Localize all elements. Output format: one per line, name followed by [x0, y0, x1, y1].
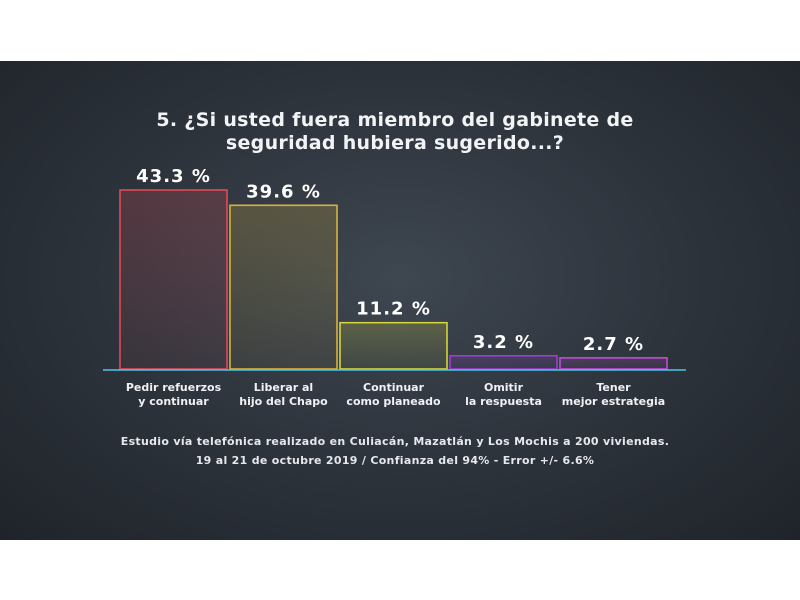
category-label-4-line-2: la respuesta — [465, 395, 542, 408]
value-label-2: 39.6 % — [246, 181, 321, 202]
category-label-3-line-2: como planeado — [346, 395, 441, 408]
chart-title: 5. ¿Si usted fuera miembro del gabinete … — [0, 109, 790, 155]
value-label-3: 11.2 % — [356, 299, 431, 320]
footer-date-confidence: 19 al 21 de octubre 2019 / Confianza del… — [195, 454, 595, 467]
category-label-3-line-1: Continuar — [363, 381, 425, 394]
chart-title-line-1: 5. ¿Si usted fuera miembro del gabinete … — [156, 109, 634, 131]
footer-study-note: Estudio vía telefónica realizado en Culi… — [120, 435, 670, 448]
bar-4 — [449, 354, 558, 370]
value-label-1: 43.3 % — [136, 166, 211, 187]
category-label-1-line-2: y continuar — [138, 395, 209, 408]
bar-3 — [339, 321, 448, 370]
category-label-5-line-1: Tener — [596, 381, 631, 394]
chart-panel: 5. ¿Si usted fuera miembro del gabinete … — [0, 61, 800, 540]
chart-title-line-2: seguridad hubiera sugerido...? — [225, 132, 565, 154]
bar-1 — [119, 189, 228, 370]
category-label-2-line-1: Liberar al — [254, 381, 313, 394]
category-label-5-line-2: mejor estrategia — [562, 395, 665, 408]
category-label-1-line-1: Pedir refuerzos — [126, 381, 222, 394]
category-label-4-line-1: Omitir — [484, 381, 524, 394]
category-label-2-line-2: hijo del Chapo — [239, 395, 328, 408]
value-label-4: 3.2 % — [473, 332, 534, 353]
bar-2 — [229, 204, 338, 370]
value-label-5: 2.7 % — [583, 334, 644, 355]
bar-5 — [559, 357, 668, 370]
